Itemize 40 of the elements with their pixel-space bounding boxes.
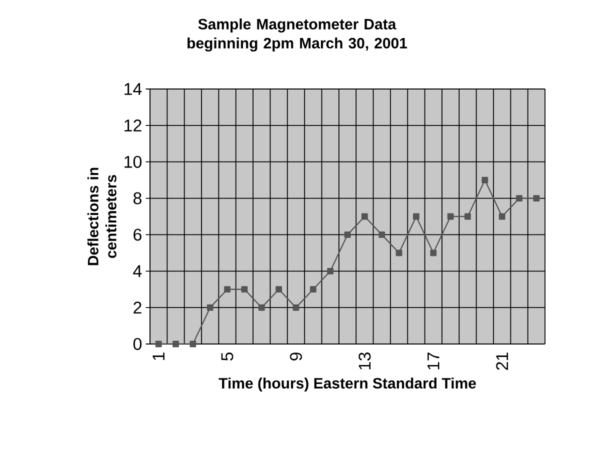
- point: [327, 268, 334, 274]
- x-axis-title: Time (hours) Eastern Standard Time: [218, 378, 476, 392]
- point: [447, 213, 454, 220]
- x-tick-label: 1: [152, 352, 164, 360]
- point: [378, 232, 386, 238]
- point: [344, 232, 351, 238]
- point: [276, 286, 282, 293]
- point: [430, 250, 437, 256]
- x-tick-label: 9: [290, 352, 302, 360]
- point: [292, 304, 300, 311]
- x-tick-label: 21: [496, 352, 508, 370]
- y-axis-title: Deflections in centimeters: [87, 168, 116, 266]
- point: [533, 195, 540, 202]
- point: [190, 340, 196, 348]
- y-tick-label: 0: [133, 338, 142, 350]
- y-tick-label: 12: [124, 119, 142, 132]
- point: [464, 213, 471, 220]
- point: [206, 304, 214, 311]
- y-tick-label: 4: [133, 265, 142, 277]
- point: [310, 286, 316, 293]
- point: [498, 213, 506, 220]
- point: [413, 213, 420, 220]
- y-tick-label: 8: [133, 192, 142, 204]
- y-tick-label: 2: [134, 302, 142, 314]
- point: [224, 286, 230, 293]
- chart-title: Sample Magnetometer Data beginning 2pm March 30, 2001: [188, 18, 408, 52]
- point: [241, 286, 248, 293]
- x-tick-label: 5: [221, 352, 234, 361]
- point: [258, 304, 265, 311]
- x-tick-label: 17: [428, 352, 440, 370]
- point: [361, 213, 368, 220]
- point: [482, 176, 488, 184]
- point: [172, 340, 179, 348]
- y-tick-label: 14: [124, 83, 142, 95]
- x-tick-label: 13: [358, 352, 371, 370]
- y-tick-label: 10: [124, 156, 142, 168]
- y-tick-label: 6: [134, 228, 142, 241]
- point: [516, 195, 522, 202]
- point: [396, 250, 402, 256]
- point: [155, 340, 162, 348]
